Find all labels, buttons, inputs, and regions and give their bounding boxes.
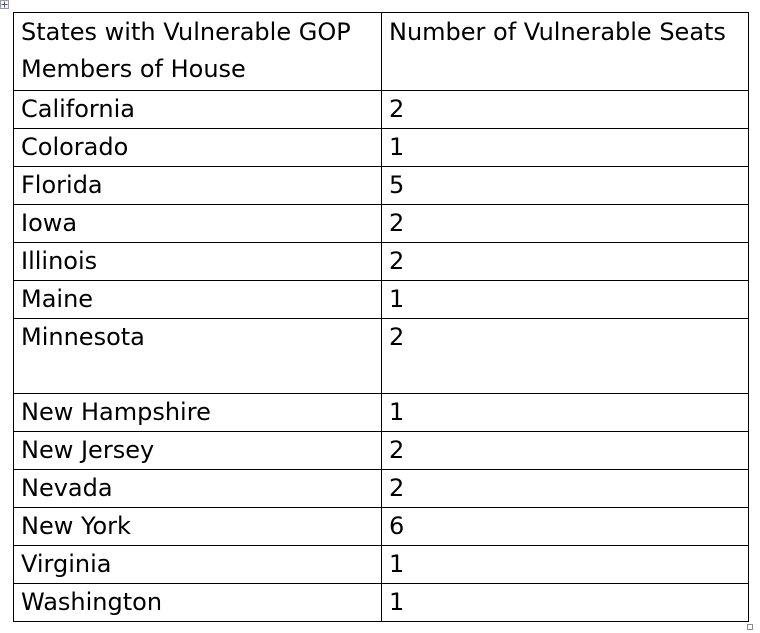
seats-cell: 1	[381, 128, 749, 167]
table-row: Maine 1	[13, 280, 749, 319]
state-cell: Maine	[13, 280, 382, 319]
state-cell: California	[13, 90, 382, 129]
table-row: Washington 1	[13, 583, 749, 622]
seats-cell: 2	[381, 204, 749, 243]
header-seats: Number of Vulnerable Seats	[381, 12, 749, 91]
table-row: Illinois 2	[13, 242, 749, 281]
table-row: Colorado 1	[13, 128, 749, 167]
seats-cell: 2	[381, 431, 749, 470]
table-row: New York 6	[13, 507, 749, 546]
table-row: Florida 5	[13, 166, 749, 205]
state-cell: Washington	[13, 583, 382, 622]
state-cell: Colorado	[13, 128, 382, 167]
seats-cell: 5	[381, 166, 749, 205]
table-row: Iowa 2	[13, 204, 749, 243]
state-cell: New Hampshire	[13, 393, 382, 432]
seats-cell: 1	[381, 280, 749, 319]
seats-cell: 1	[381, 393, 749, 432]
state-cell: Virginia	[13, 545, 382, 584]
table-row: Minnesota 2	[13, 318, 749, 394]
table-row: Nevada 2	[13, 469, 749, 508]
seats-cell: 1	[381, 545, 749, 584]
state-cell: Minnesota	[13, 318, 382, 394]
state-cell: Florida	[13, 166, 382, 205]
seats-cell: 2	[381, 242, 749, 281]
table-move-icon[interactable]	[0, 0, 9, 9]
table-row: California 2	[13, 90, 749, 129]
header-state: States with Vulnerable GOP Members of Ho…	[13, 12, 382, 91]
seats-cell: 2	[381, 90, 749, 129]
state-cell: Iowa	[13, 204, 382, 243]
seats-cell: 2	[381, 469, 749, 508]
seats-cell: 1	[381, 583, 749, 622]
state-cell: New Jersey	[13, 431, 382, 470]
table-row: New Jersey 2	[13, 431, 749, 470]
seats-cell: 6	[381, 507, 749, 546]
state-cell: Illinois	[13, 242, 382, 281]
seats-cell: 2	[381, 318, 749, 394]
table-header-row: States with Vulnerable GOP Members of Ho…	[13, 12, 749, 91]
table-resize-icon[interactable]	[747, 624, 753, 630]
table-row: Virginia 1	[13, 545, 749, 584]
table-row: New Hampshire 1	[13, 393, 749, 432]
vulnerable-seats-table: States with Vulnerable GOP Members of Ho…	[13, 12, 749, 622]
state-cell: New York	[13, 507, 382, 546]
move-arrows-icon	[1, 1, 8, 8]
state-cell: Nevada	[13, 469, 382, 508]
